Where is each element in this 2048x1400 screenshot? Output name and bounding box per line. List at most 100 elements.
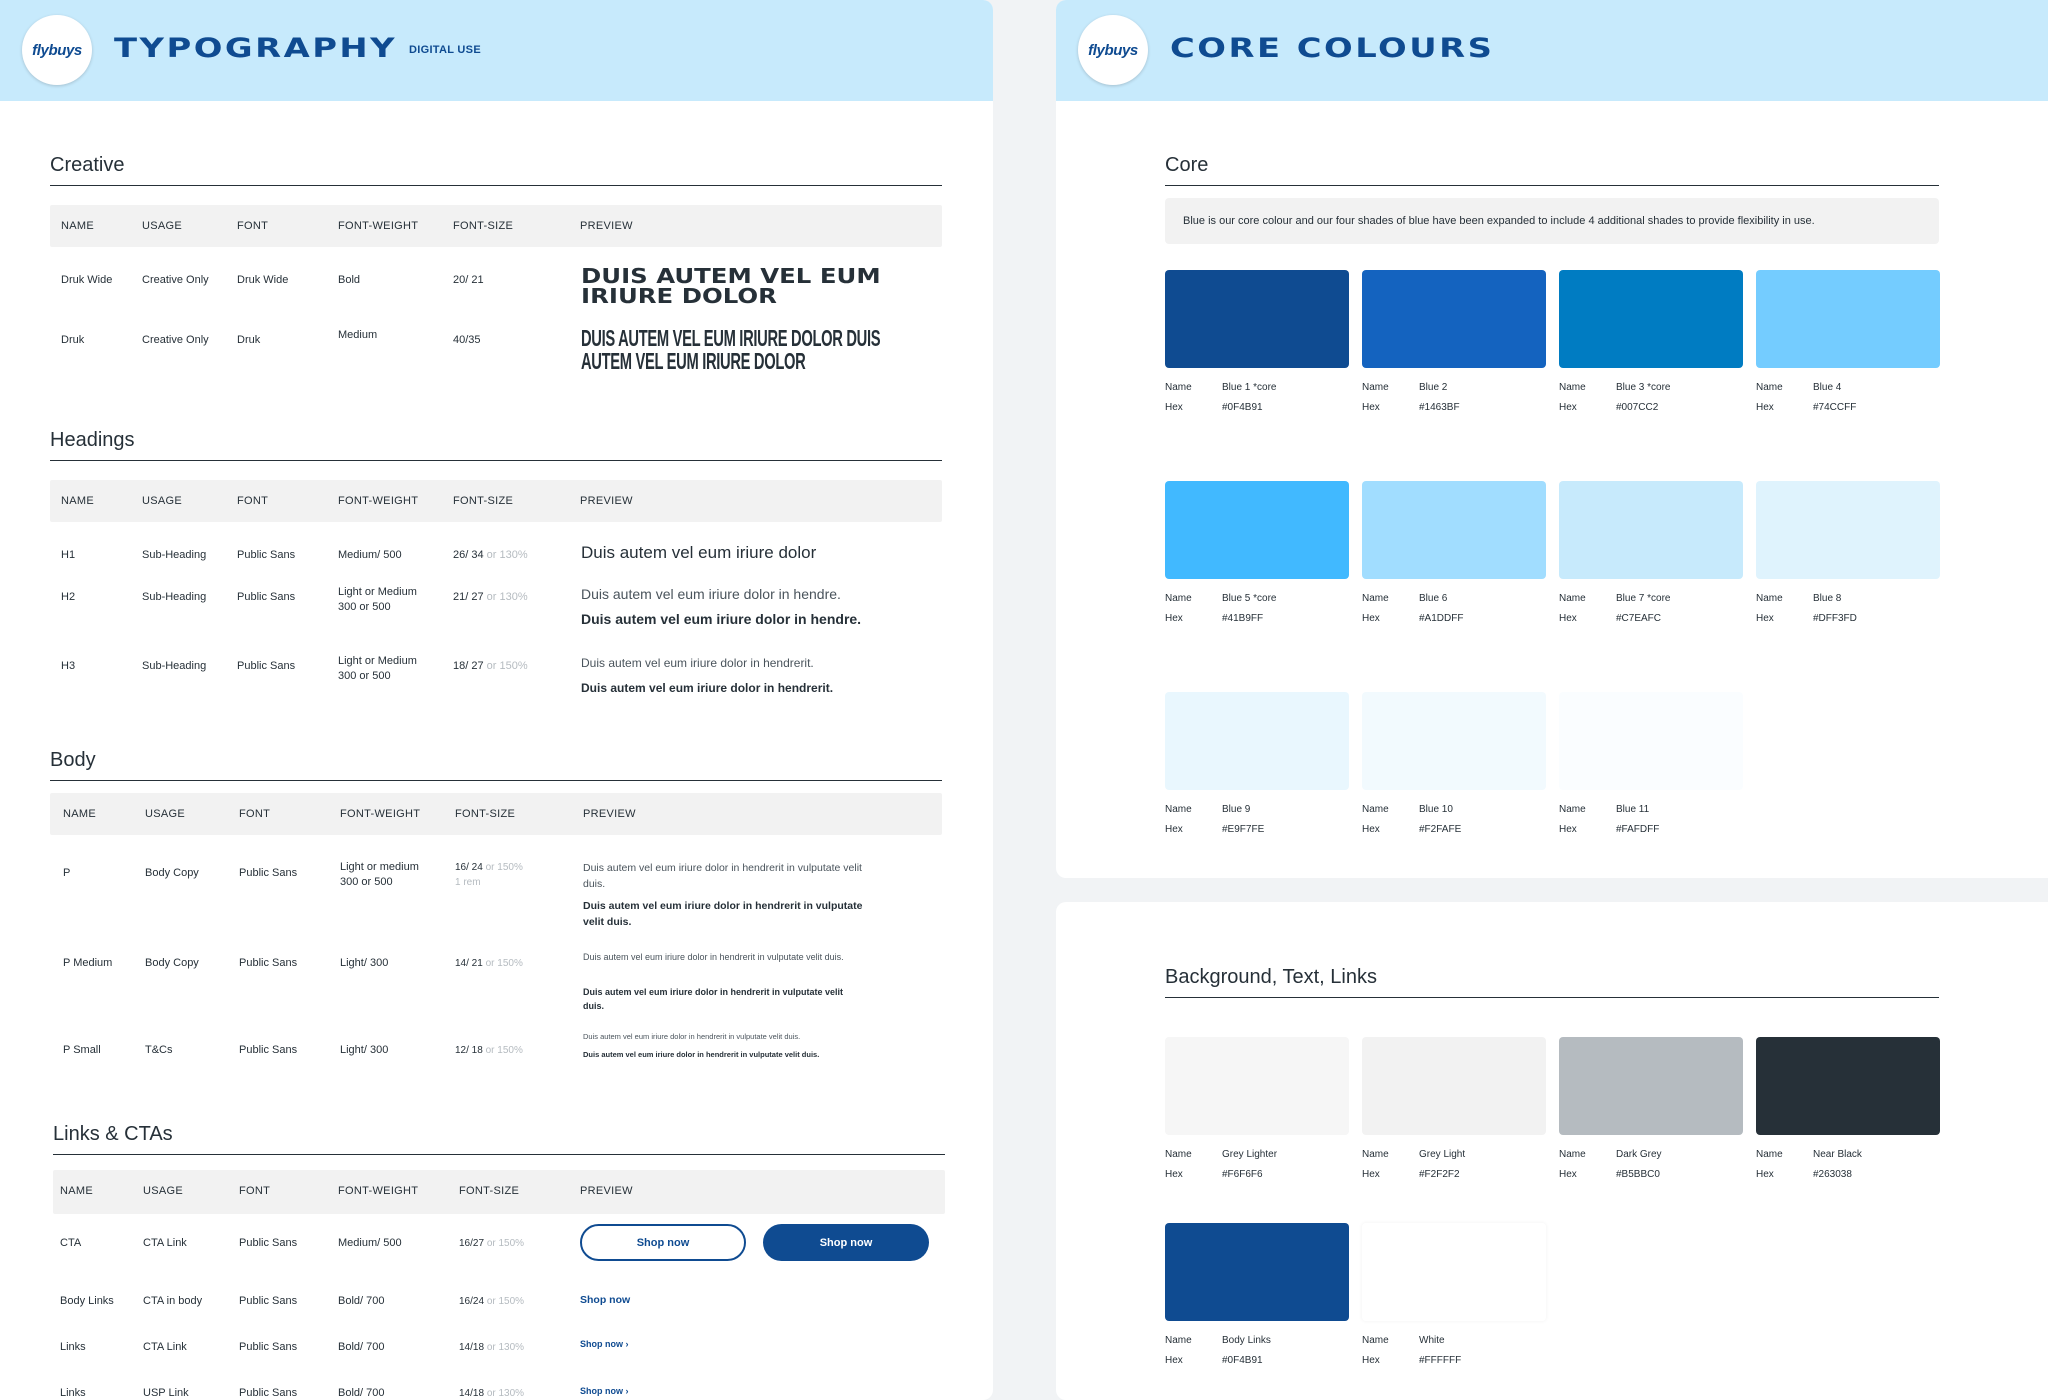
- swatch-name-label: Name: [1165, 1335, 1192, 1346]
- col-font: FONT: [237, 220, 269, 232]
- col-name: NAME: [61, 220, 94, 232]
- swatch-hex: #1463BF: [1419, 402, 1460, 413]
- preview-p-small-light: Duis autem vel eum iriure dolor in hendr…: [583, 1032, 801, 1041]
- colour-swatch: [1559, 270, 1743, 368]
- swatch-name-label: Name: [1165, 1149, 1192, 1160]
- swatch-hex-label: Hex: [1559, 824, 1577, 835]
- swatch-hex-label: Hex: [1559, 402, 1577, 413]
- shop-now-body-link[interactable]: Shop now: [580, 1294, 631, 1306]
- swatch-name: White: [1419, 1335, 1445, 1346]
- swatch-name: Blue 5 *core: [1222, 593, 1277, 604]
- swatch-hex-label: Hex: [1165, 824, 1183, 835]
- swatch-hex: #263038: [1813, 1169, 1852, 1180]
- section-rule: [50, 460, 942, 461]
- shop-now-usp-link[interactable]: Shop now ›: [580, 1386, 629, 1396]
- section-title-body: Body: [50, 749, 96, 771]
- colour-swatch: [1165, 1223, 1349, 1321]
- table-header: NAME USAGE FONT FONT-WEIGHT FONT-SIZE PR…: [50, 793, 942, 835]
- swatch-hex: #41B9FF: [1222, 613, 1264, 624]
- swatch-name: Blue 6: [1419, 593, 1448, 604]
- colour-swatch: [1756, 1037, 1940, 1135]
- preview-druk: DUIS AUTEM VEL EUM IRIURE DOLOR DUIS AUT…: [581, 325, 881, 374]
- swatch-hex-label: Hex: [1165, 613, 1183, 624]
- swatch-name: Blue 8: [1813, 593, 1842, 604]
- core-colours-panel: flybuys CORE COLOURS Core Blue is our co…: [1056, 0, 2048, 878]
- shop-now-solid-button[interactable]: Shop now: [763, 1224, 929, 1261]
- swatch-name-label: Name: [1165, 593, 1192, 604]
- preview-p-light: Duis autem vel eum iriure dolor in hendr…: [583, 862, 862, 890]
- swatch-hex-label: Hex: [1756, 1169, 1774, 1180]
- swatch-hex: #E9F7FE: [1222, 824, 1265, 835]
- swatch-hex: #C7EAFC: [1616, 613, 1662, 624]
- typography-panel: flybuys TYPOGRAPHY DIGITAL USE Creative …: [0, 0, 993, 1400]
- swatch-hex-label: Hex: [1362, 1355, 1380, 1366]
- swatch-name-label: Name: [1362, 382, 1389, 393]
- swatch-hex: #F6F6F6: [1222, 1169, 1263, 1180]
- swatch-hex: #0F4B91: [1222, 402, 1263, 413]
- section-title-links: Links & CTAs: [53, 1123, 173, 1145]
- swatch-hex: #A1DDFF: [1419, 613, 1464, 624]
- swatch-hex: #FFFFFF: [1419, 1355, 1462, 1366]
- preview-p-medium: Duis autem vel eum iriure dolor in hendr…: [583, 900, 863, 928]
- swatch-name: Blue 2: [1419, 382, 1448, 393]
- colour-swatch: [1165, 270, 1349, 368]
- swatch-name-label: Name: [1362, 1335, 1389, 1346]
- swatch-name-label: Name: [1362, 1149, 1389, 1160]
- swatch-hex-label: Hex: [1362, 402, 1380, 413]
- shop-now-cta-link[interactable]: Shop now ›: [580, 1339, 629, 1349]
- swatch-name: Dark Grey: [1616, 1149, 1662, 1160]
- swatch-name-label: Name: [1165, 382, 1192, 393]
- swatch-name-label: Name: [1756, 382, 1783, 393]
- section-title-creative: Creative: [50, 154, 125, 176]
- swatch-hex-label: Hex: [1756, 613, 1774, 624]
- swatch-name-label: Name: [1559, 1149, 1586, 1160]
- section-title-headings: Headings: [50, 429, 135, 451]
- col-font-size: FONT-SIZE: [453, 220, 514, 232]
- swatch-name-label: Name: [1559, 593, 1586, 604]
- swatch-name: Blue 3 *core: [1616, 382, 1671, 393]
- colour-swatch: [1362, 481, 1546, 579]
- colour-swatch: [1165, 481, 1349, 579]
- swatch-hex-label: Hex: [1165, 402, 1183, 413]
- swatch-hex-label: Hex: [1165, 1355, 1183, 1366]
- section-rule: [53, 1154, 945, 1155]
- swatch-name-label: Name: [1756, 1149, 1783, 1160]
- colours-header: flybuys CORE COLOURS: [1056, 0, 2048, 101]
- colour-swatch: [1559, 481, 1743, 579]
- table-header: NAME USAGE FONT FONT-WEIGHT FONT-SIZE PR…: [50, 480, 942, 522]
- swatch-name: Blue 1 *core: [1222, 382, 1277, 393]
- swatch-name-label: Name: [1559, 382, 1586, 393]
- col-usage: USAGE: [142, 220, 183, 232]
- colour-swatch: [1165, 692, 1349, 790]
- swatch-hex: #F2F2F2: [1419, 1169, 1460, 1180]
- swatch-name: Blue 11: [1616, 804, 1650, 815]
- colour-swatch: [1362, 692, 1546, 790]
- section-title-background: Background, Text, Links: [1165, 966, 1377, 988]
- section-rule: [50, 780, 942, 781]
- preview-h1: Duis autem vel eum iriure dolor: [581, 543, 817, 562]
- section-rule: [1165, 185, 1939, 186]
- swatch-hex: #F2FAFE: [1419, 824, 1462, 835]
- colour-swatch: [1559, 692, 1743, 790]
- table-header: NAME USAGE FONT FONT-WEIGHT FONT-SIZE PR…: [53, 1170, 945, 1214]
- swatch-hex: #74CCFF: [1813, 402, 1857, 413]
- shop-now-outline-button[interactable]: Shop now: [580, 1224, 746, 1261]
- swatch-hex-label: Hex: [1362, 1169, 1380, 1180]
- swatch-name-label: Name: [1362, 593, 1389, 604]
- preview-p-medium-light: Duis autem vel eum iriure dolor in hendr…: [583, 952, 844, 962]
- preview-h2-medium: Duis autem vel eum iriure dolor in hendr…: [581, 611, 862, 627]
- swatch-hex: #0F4B91: [1222, 1355, 1263, 1366]
- colour-swatch: [1559, 1037, 1743, 1135]
- section-title-core: Core: [1165, 154, 1209, 176]
- swatch-hex-label: Hex: [1559, 1169, 1577, 1180]
- swatch-hex-label: Hex: [1362, 613, 1380, 624]
- swatch-name-label: Name: [1362, 804, 1389, 815]
- swatch-name: Grey Light: [1419, 1149, 1466, 1160]
- swatch-name: Blue 7 *core: [1616, 593, 1671, 604]
- section-rule: [1165, 997, 1939, 998]
- colour-swatch: [1756, 481, 1940, 579]
- preview-druk-wide: DUIS AUTEM VEL EUM IRIURE DOLOR: [581, 264, 881, 308]
- swatch-name: Body Links: [1222, 1335, 1271, 1346]
- swatch-name: Blue 4: [1813, 382, 1842, 393]
- swatch-name: Grey Lighter: [1222, 1149, 1278, 1160]
